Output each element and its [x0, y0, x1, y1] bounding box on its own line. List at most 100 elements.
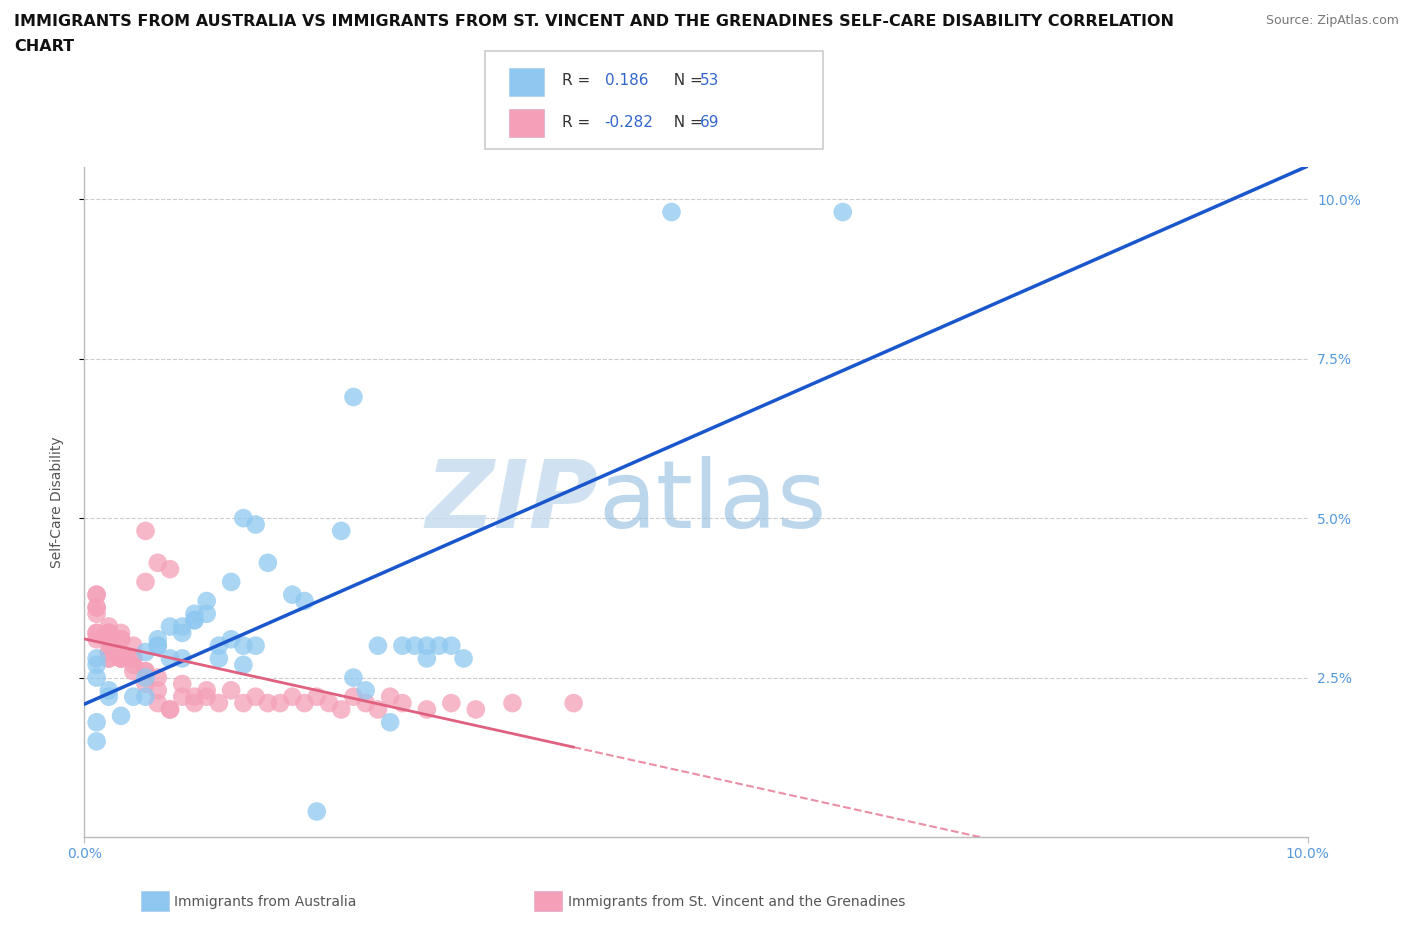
Point: [172, 626, 194, 641]
Point: [416, 702, 439, 717]
Point: [146, 631, 169, 646]
Point: [97, 644, 120, 659]
Point: [183, 613, 205, 628]
Point: [110, 651, 132, 666]
Point: [342, 689, 364, 704]
Point: [86, 606, 108, 621]
Point: [135, 676, 157, 691]
Point: [135, 664, 157, 679]
Point: [502, 696, 524, 711]
Point: [172, 619, 194, 634]
Point: [391, 638, 413, 653]
Point: [305, 804, 328, 819]
Point: [110, 651, 132, 666]
Point: [159, 702, 181, 717]
Point: [86, 600, 108, 615]
Point: [122, 651, 145, 666]
Text: R =: R =: [562, 73, 596, 88]
Point: [342, 390, 364, 405]
Point: [172, 689, 194, 704]
Point: [146, 555, 169, 570]
Point: [183, 613, 205, 628]
Point: [416, 638, 439, 653]
Point: [172, 676, 194, 691]
Point: [294, 696, 316, 711]
Point: [135, 689, 157, 704]
Point: [122, 664, 145, 679]
Point: [380, 715, 402, 730]
Point: [97, 644, 120, 659]
Point: [97, 619, 120, 634]
Text: N =: N =: [664, 114, 707, 129]
Point: [464, 702, 486, 717]
Point: [159, 562, 181, 577]
Point: [97, 651, 120, 666]
Point: [86, 626, 108, 641]
Point: [453, 651, 475, 666]
Point: [122, 638, 145, 653]
Point: [97, 626, 120, 641]
Text: Immigrants from Australia: Immigrants from Australia: [174, 895, 357, 910]
Text: Immigrants from St. Vincent and the Grenadines: Immigrants from St. Vincent and the Gren…: [568, 895, 905, 910]
Text: Source: ZipAtlas.com: Source: ZipAtlas.com: [1265, 14, 1399, 27]
Point: [86, 587, 108, 602]
Point: [146, 683, 169, 698]
Point: [245, 517, 267, 532]
Point: [245, 638, 267, 653]
Point: [159, 619, 181, 634]
Point: [257, 555, 280, 570]
Point: [562, 696, 585, 711]
Point: [110, 644, 132, 659]
Point: [86, 651, 108, 666]
Point: [195, 683, 218, 698]
Point: [146, 696, 169, 711]
Point: [86, 715, 108, 730]
Point: [135, 671, 157, 685]
Point: [318, 696, 340, 711]
Point: [86, 600, 108, 615]
Point: [110, 709, 132, 724]
Point: [86, 626, 108, 641]
Point: [146, 671, 169, 685]
Point: [86, 734, 108, 749]
Point: [831, 205, 853, 219]
Point: [232, 696, 254, 711]
Text: atlas: atlas: [598, 457, 827, 548]
Point: [380, 689, 402, 704]
Text: R =: R =: [562, 114, 596, 129]
Point: [232, 658, 254, 672]
Point: [354, 696, 377, 711]
Point: [159, 702, 181, 717]
Point: [110, 626, 132, 641]
Point: [305, 689, 328, 704]
Point: [391, 696, 413, 711]
Point: [110, 631, 132, 646]
Point: [146, 638, 169, 653]
Point: [110, 631, 132, 646]
Text: 53: 53: [700, 73, 720, 88]
Point: [86, 587, 108, 602]
Point: [135, 644, 157, 659]
Point: [342, 671, 364, 685]
Point: [269, 696, 291, 711]
Point: [86, 671, 108, 685]
Point: [440, 638, 463, 653]
Point: [440, 696, 463, 711]
Point: [86, 631, 108, 646]
Point: [97, 626, 120, 641]
Point: [195, 593, 218, 608]
Point: [97, 626, 120, 641]
Point: [97, 683, 120, 698]
Point: [404, 638, 426, 653]
Point: [208, 651, 231, 666]
Point: [183, 606, 205, 621]
Point: [122, 689, 145, 704]
Text: N =: N =: [664, 73, 707, 88]
Point: [146, 638, 169, 653]
Point: [97, 626, 120, 641]
Point: [330, 524, 353, 538]
Point: [219, 575, 242, 590]
Point: [122, 658, 145, 672]
Text: ZIP: ZIP: [425, 457, 598, 548]
Point: [245, 689, 267, 704]
